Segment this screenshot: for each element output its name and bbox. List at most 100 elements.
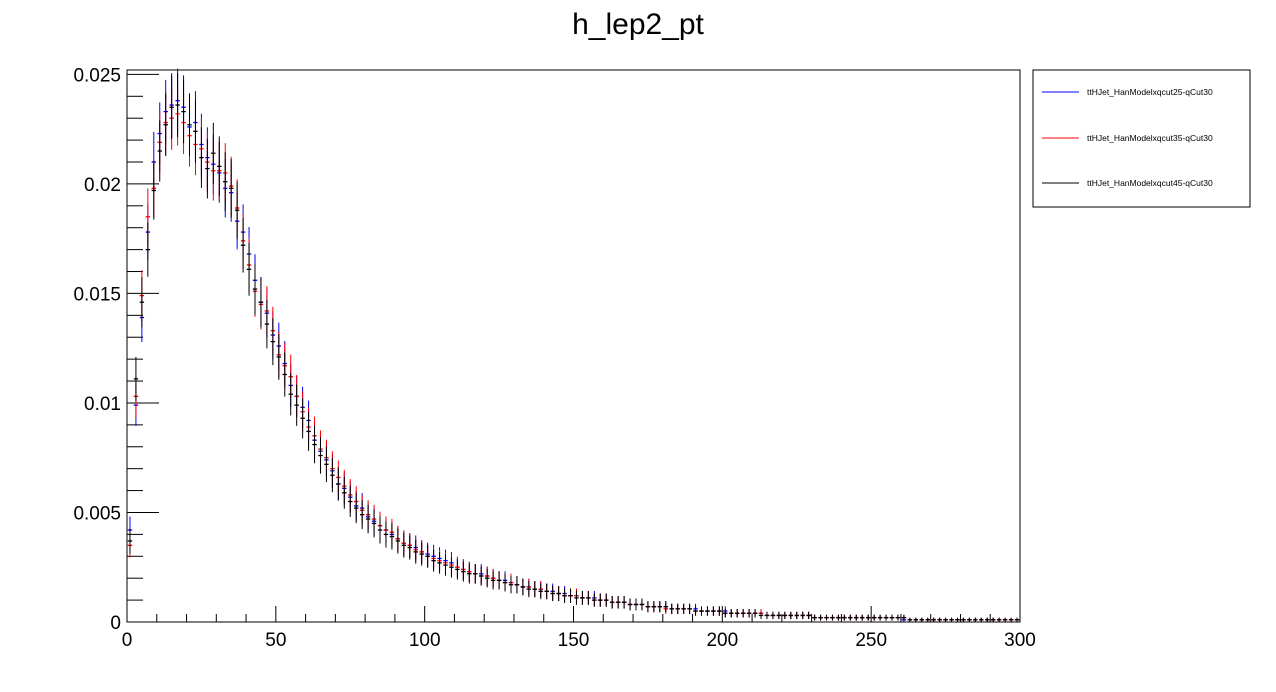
data-point [181,79,186,144]
data-point [300,398,305,439]
data-point [931,617,936,622]
y-tick-label: 0.015 [73,284,121,305]
data-point [752,609,758,618]
data-point [467,564,472,584]
data-point [258,277,264,328]
y-tick-label: 0.02 [84,175,121,196]
data-point [818,614,823,621]
data-point [913,617,919,622]
chart-title: h_lep2_pt [572,8,704,41]
data-point [609,596,615,609]
data-point [1002,617,1008,622]
data-point [895,614,901,621]
y-tick-label: 0.025 [73,65,121,86]
data-point [758,611,764,620]
x-tick-label: 200 [706,630,738,651]
x-tick-label: 100 [409,630,441,651]
data-point [145,222,151,277]
data-point [627,598,633,611]
y-tick-label: 0.005 [73,503,121,524]
data-point [949,617,954,622]
data-point [508,576,514,594]
data-point [502,573,508,592]
data-point [770,611,776,620]
data-series [127,68,1020,622]
data-point [711,606,716,616]
series-3 [127,73,1020,622]
data-point [443,554,448,576]
data-point [223,152,228,212]
data-point [365,504,371,534]
data-point [479,566,484,586]
data-point [532,581,538,598]
data-point [901,614,907,621]
data-point [199,127,204,188]
data-point [359,500,365,530]
data-point [848,614,853,621]
data-point [133,356,139,401]
data-point [967,617,972,622]
data-point [1014,617,1020,622]
data-point [604,593,609,607]
data-point [520,578,526,596]
data-point [175,73,180,138]
data-point [163,93,168,157]
data-point [824,614,829,621]
data-point [574,591,579,605]
legend-label-series-2: ttHJet_HanModelxqcut35-qCut30 [1087,133,1213,143]
data-point [794,611,799,620]
data-point [961,617,966,622]
data-point [127,528,133,554]
data-point [407,535,412,560]
data-point [735,609,740,618]
x-tick-label: 250 [855,630,887,651]
data-point [211,122,216,184]
data-point [228,159,234,218]
data-point [205,138,210,199]
data-point [836,614,841,621]
data-point [377,516,383,544]
data-point [919,617,924,622]
data-point [312,425,317,464]
data-point [871,614,877,621]
data-point [729,609,734,618]
x-tick-label: 300 [1004,630,1036,651]
y-tick-label: 0 [110,613,121,634]
legend-label-series-3: ttHJet_HanModelxqcut45-qCut30 [1087,178,1213,188]
data-point [330,458,335,493]
data-point [234,181,240,239]
data-point [294,384,299,426]
data-point [615,596,621,609]
data-point [996,617,1002,622]
data-point [193,100,198,163]
legend-label-series-1: ttHJet_HanModelxqcut25-qCut30 [1087,87,1213,97]
data-point [1008,617,1014,622]
data-point [264,299,270,349]
data-point [318,437,323,474]
data-point [925,617,930,622]
data-point [955,617,960,622]
data-point [151,161,156,220]
data-point [865,614,871,621]
plot-frame [126,69,1021,623]
data-point [288,372,293,416]
data-point [514,576,520,594]
data-point [276,334,282,380]
data-point [699,606,704,616]
data-point [484,568,490,588]
data-point [812,614,817,621]
data-point [157,120,162,182]
x-tick-label: 50 [265,630,286,651]
data-point [598,593,603,607]
data-point [270,318,276,366]
data-point [639,598,645,611]
data-point [693,606,698,616]
data-point [788,611,793,620]
data-point [633,598,639,611]
data-point [860,614,865,621]
data-point [354,493,359,524]
data-point [246,242,252,296]
data-point [800,611,805,620]
data-point [854,614,859,621]
